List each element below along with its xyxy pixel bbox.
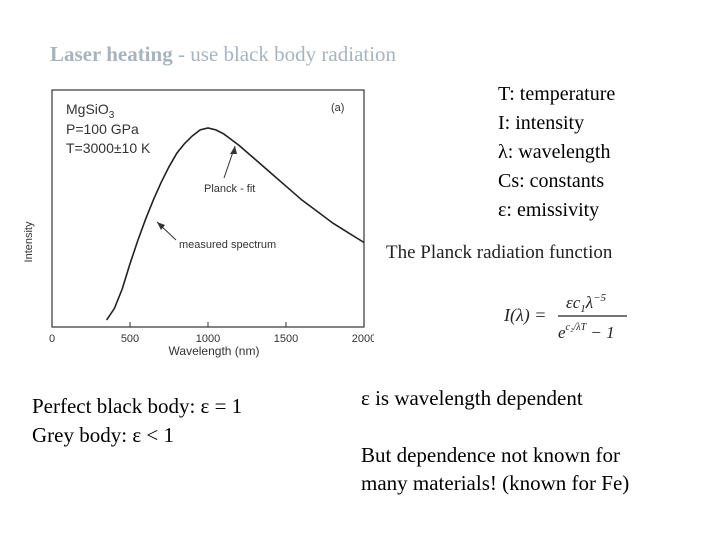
measured-spectrum-annotation: measured spectrum — [179, 239, 276, 251]
planck-fit-arrowhead — [230, 146, 237, 154]
x-tick-label: 500 — [121, 333, 139, 345]
sample-name-main: MgSiO — [66, 101, 109, 117]
formula-exponent: −5 — [593, 292, 606, 304]
formula-e-exponent: c₂/λT — [566, 322, 588, 333]
dependence-line-2: many materials! (known for Fe) — [361, 471, 630, 495]
measured-spectrum-arrowhead — [157, 222, 165, 230]
y-axis-label: Intensity — [23, 221, 35, 262]
formula-numerator: εc1λ−5 — [566, 292, 607, 315]
planck-spectrum-chart: 0 500 1000 1500 2000 Wavelength (nm) Intensi… — [23, 89, 374, 358]
formula-eps-c: εc — [566, 293, 581, 312]
slide-title-rest: - use black body radiation — [172, 42, 397, 66]
x-axis-label: Wavelength (nm) — [169, 344, 260, 358]
x-tick-label: 1500 — [274, 333, 298, 345]
formula-lhs: I(λ) = — [503, 305, 546, 326]
formula-denominator: ec₂/λT − 1 — [558, 322, 615, 342]
emissivity-dependence-note: ε is wavelength dependent — [361, 386, 583, 410]
panel-label: (a) — [331, 102, 344, 114]
grey-body-line: Grey body: ε < 1 — [32, 423, 174, 447]
blackbody-notes: Perfect black body: ε = 1 Grey body: ε <… — [32, 392, 242, 450]
formula-c1-sub: 1 — [580, 303, 586, 315]
x-tick-labels: 0 500 1000 1500 2000 — [49, 333, 374, 345]
definition-constants: Cs: constants — [498, 170, 605, 192]
x-tick-label: 2000 — [352, 333, 374, 345]
planck-formula: I(λ) = εc1λ−5 ec₂/λT − 1 — [503, 292, 627, 342]
definition-wavelength: λ: wavelength — [498, 141, 611, 163]
sample-name-subscript: 3 — [109, 110, 115, 121]
sample-name: MgSiO3 — [66, 101, 115, 121]
planck-function-title: The Planck radiation function — [386, 242, 613, 263]
definition-emissivity: ε: emissivity — [498, 199, 600, 221]
sample-pressure: P=100 GPa — [66, 121, 139, 137]
slide-title-bold: Laser heating — [50, 42, 173, 66]
x-ticks — [51, 322, 365, 327]
variable-definitions: T: temperature I: intensity λ: wavelengt… — [498, 80, 615, 225]
formula-e: e — [558, 323, 566, 342]
slide-title: Laser heating - use black body radiation — [50, 42, 396, 67]
perfect-blackbody-line: Perfect black body: ε = 1 — [32, 394, 243, 418]
planck-fit-annotation: Planck - fit — [204, 183, 255, 195]
formula-lambda: λ — [585, 293, 593, 312]
definition-intensity: I: intensity — [498, 112, 585, 134]
x-tick-label: 1000 — [196, 333, 220, 345]
x-tick-label: 0 — [49, 333, 55, 345]
sample-temperature: T=3000±10 K — [66, 140, 151, 156]
dependence-line-1: But dependence not known for — [361, 443, 620, 467]
definition-temperature: T: temperature — [498, 83, 616, 105]
formula-minus-one: − 1 — [586, 323, 614, 342]
dependence-unknown-note: But dependence not known for many materi… — [361, 441, 629, 497]
spectrum-line — [105, 127, 365, 321]
